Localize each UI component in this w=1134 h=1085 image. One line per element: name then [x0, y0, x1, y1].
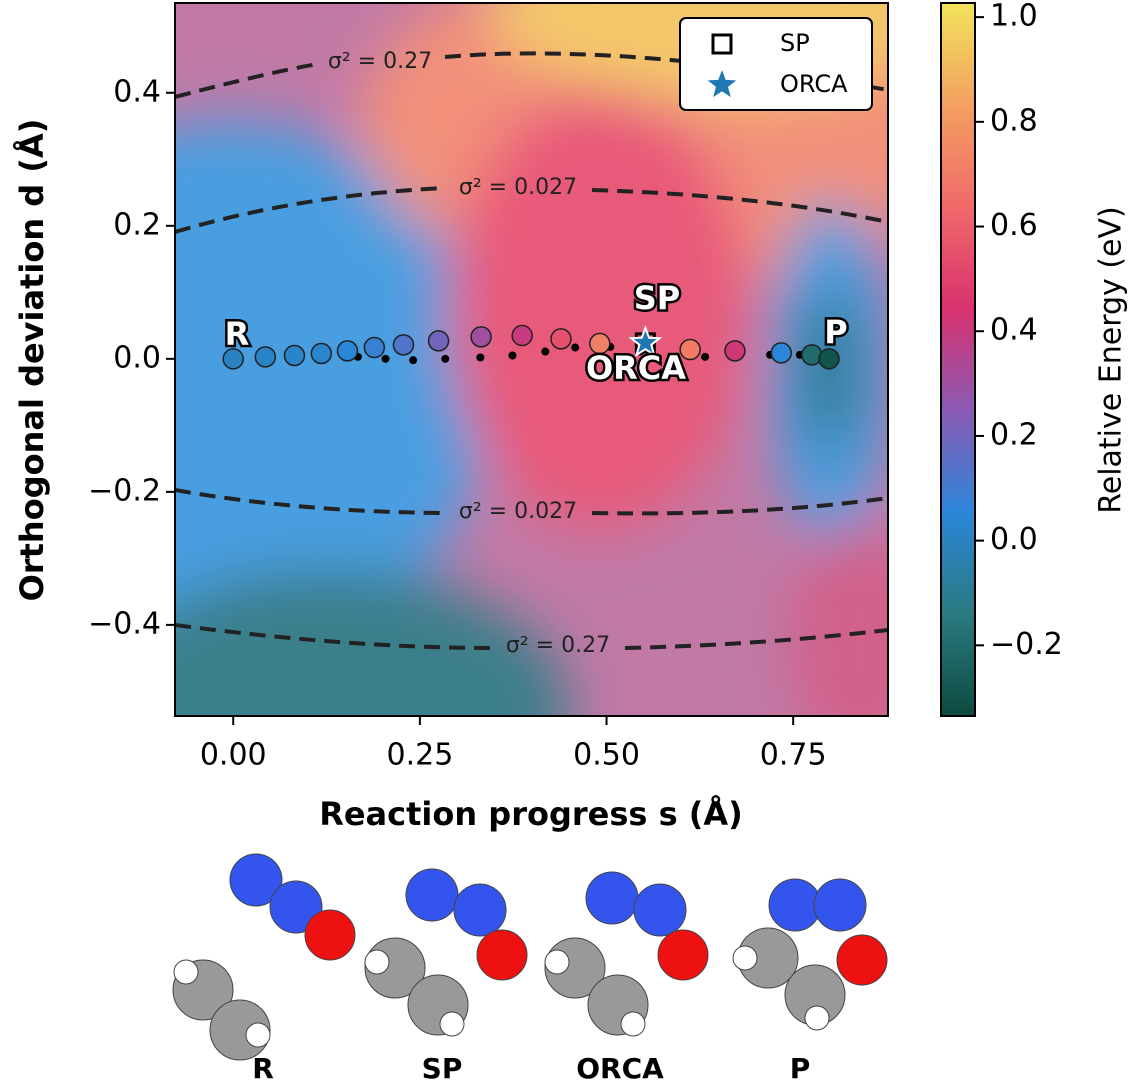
- path-point: [589, 332, 611, 355]
- orca-marker: [628, 325, 663, 358]
- path-point: [336, 340, 359, 362]
- path-point: [363, 336, 386, 359]
- y-tick-label: 0.4: [113, 74, 161, 109]
- x-tick-label: 0.75: [760, 738, 827, 773]
- molecule-label: P: [790, 1052, 811, 1085]
- y-axis-label: Orthogonal deviation d (Å): [13, 119, 51, 602]
- path-point: [254, 346, 277, 368]
- path-dot: [701, 352, 710, 361]
- colorbar-tick-label: −0.2: [990, 627, 1063, 662]
- point-annotation: R: [225, 315, 250, 353]
- path-point: [392, 334, 415, 356]
- colorbar-tick-label: 0.6: [990, 208, 1038, 243]
- path-point: [818, 348, 840, 370]
- legend-label: SP: [780, 29, 810, 57]
- path-point: [470, 326, 492, 348]
- path-dot: [671, 352, 680, 361]
- point-annotation: SP: [634, 279, 681, 317]
- molecule-label: R: [252, 1052, 274, 1085]
- path-point: [310, 342, 333, 365]
- path-dot: [441, 354, 450, 363]
- energy-surface: [175, 3, 888, 716]
- x-axis-label: Reaction progress s (Å): [319, 795, 743, 833]
- colorbar-tick-label: 0.2: [990, 417, 1038, 452]
- contour-label: σ² = 0.27: [328, 49, 432, 74]
- point-annotation: P: [824, 313, 847, 351]
- contour-label: σ² = 0.027: [459, 499, 577, 524]
- molecule-label: SP: [422, 1052, 463, 1085]
- point-annotation: ORCA: [586, 349, 686, 387]
- colorbar-label: Relative Energy (eV): [1094, 206, 1129, 513]
- path-point: [550, 328, 572, 350]
- path-dot: [476, 353, 485, 362]
- path-point: [679, 338, 701, 361]
- path-point: [770, 342, 792, 364]
- path-point: [427, 330, 450, 352]
- legend-marker: [707, 70, 737, 98]
- path-point: [511, 324, 533, 347]
- y-tick-label: −0.2: [88, 473, 161, 508]
- molecule-label: ORCA: [576, 1052, 664, 1085]
- colorbar-tick-label: 0.0: [990, 522, 1038, 557]
- path-dot: [381, 354, 390, 363]
- path-point: [724, 340, 746, 362]
- colorbar-tick-label: 0.8: [990, 103, 1038, 138]
- x-tick-label: 0.25: [386, 738, 453, 773]
- contour-label: σ² = 0.027: [459, 175, 577, 200]
- legend-marker: [711, 33, 733, 55]
- colorbar-tick-label: 1.0: [990, 0, 1038, 34]
- molecules: [172, 853, 888, 1061]
- x-tick-label: 0.00: [200, 738, 267, 773]
- path-dot: [409, 356, 418, 365]
- path-dot: [571, 343, 580, 352]
- legend-label: ORCA: [780, 70, 848, 98]
- y-tick-label: 0.2: [113, 207, 161, 242]
- x-tick-label: 0.50: [573, 738, 640, 773]
- path-point: [283, 344, 306, 367]
- path-dot: [541, 347, 550, 356]
- y-tick-label: −0.4: [88, 606, 161, 641]
- y-tick-label: 0.0: [113, 340, 161, 375]
- path-dot: [508, 351, 517, 360]
- contour-label: σ² = 0.27: [506, 633, 610, 658]
- colorbar: [940, 2, 976, 717]
- colorbar-tick-label: 0.4: [990, 313, 1038, 348]
- path-point: [222, 348, 244, 370]
